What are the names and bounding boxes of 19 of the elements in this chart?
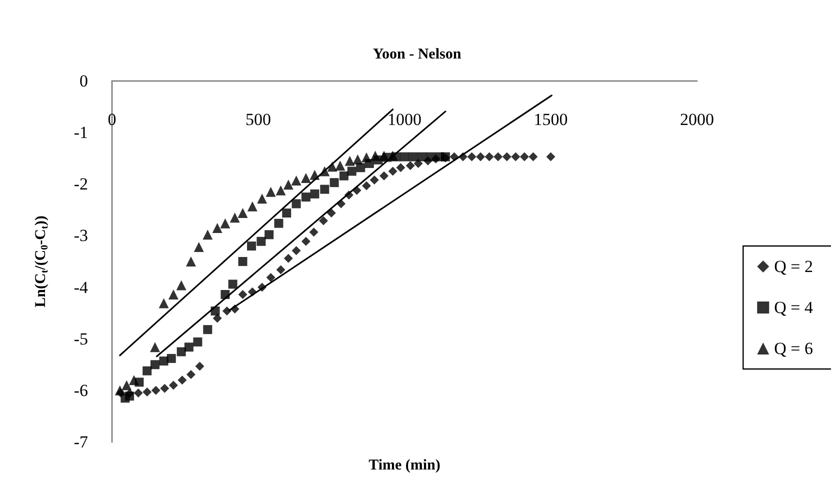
x-axis-title: Time (min) <box>368 458 440 474</box>
y-axis-title: Ln(Ct/(C0-Ct)) <box>33 216 50 308</box>
x-tick-label: 1000 <box>388 110 422 129</box>
y-tick-label: -2 <box>74 174 88 194</box>
y-tick-label: -3 <box>74 226 88 246</box>
x-tick-label: 500 <box>246 110 271 129</box>
y-tick-label: -7 <box>74 432 88 452</box>
y-tick-label: -6 <box>74 380 88 400</box>
y-tick-label: 0 <box>80 72 88 90</box>
x-tick-label: 1500 <box>534 110 568 129</box>
chart-title: Yoon - Nelson <box>372 46 462 62</box>
x-tick-label: 2000 <box>680 110 714 129</box>
x-tick-label: 0 <box>108 110 116 129</box>
y-tick-label: -4 <box>74 278 88 297</box>
legend-label: Q = 4 <box>774 298 814 317</box>
legend-label: Q = 6 <box>774 339 814 358</box>
y-tick-label: -5 <box>74 329 88 348</box>
legend-label: Q = 2 <box>774 257 814 276</box>
y-tick-label: -1 <box>74 123 88 142</box>
